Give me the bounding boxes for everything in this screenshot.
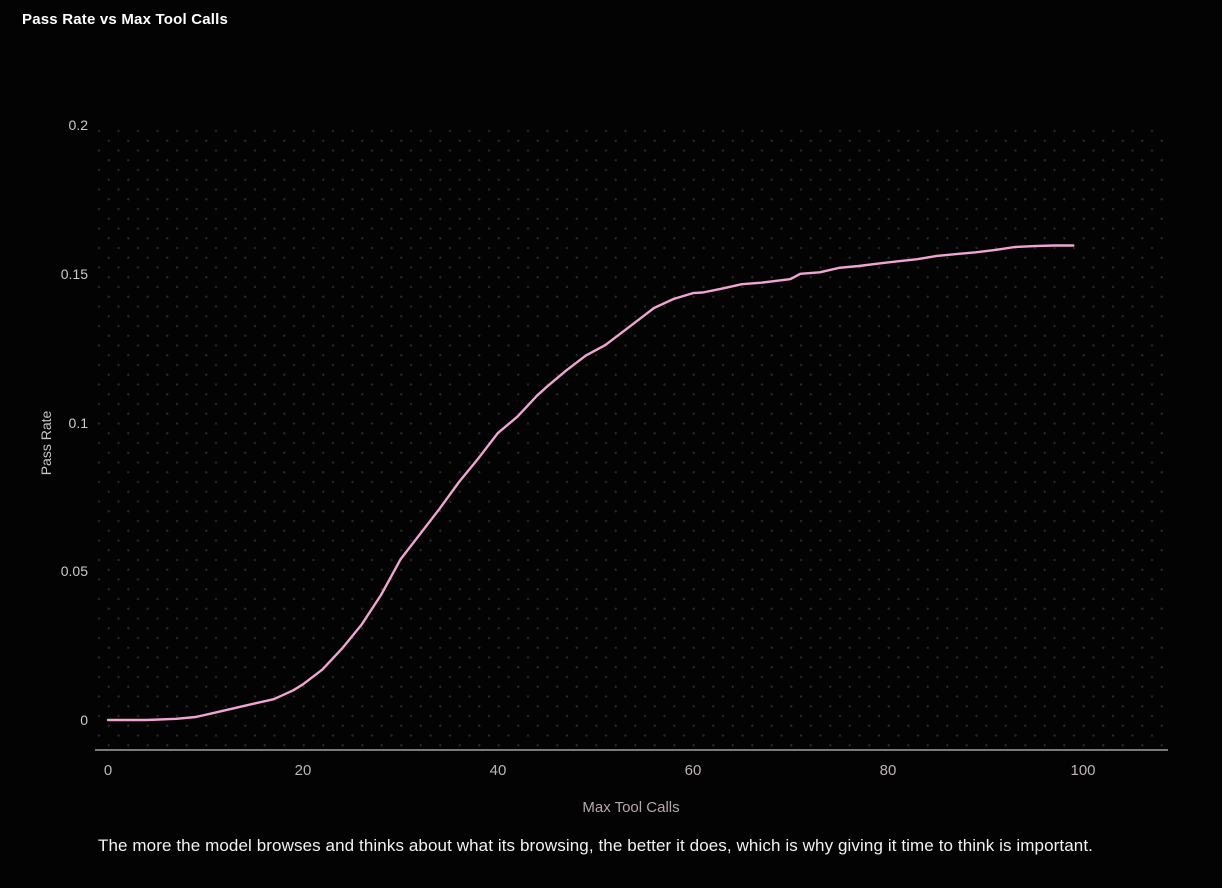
caption-row: The more the model browses and thinks ab… bbox=[0, 836, 1191, 856]
y-axis-tick-label: 0 bbox=[80, 712, 88, 728]
x-axis-tick-label: 20 bbox=[294, 762, 312, 779]
y-axis-tick-label: 0.15 bbox=[60, 265, 88, 282]
y-axis-tick-label: 0.1 bbox=[68, 414, 88, 431]
x-axis-tick-label: 80 bbox=[879, 762, 897, 779]
plot-area bbox=[95, 125, 1168, 750]
pass-rate-line bbox=[106, 244, 1075, 722]
x-axis-tick-label: 60 bbox=[684, 762, 702, 779]
y-axis-tick-label: 0.05 bbox=[60, 563, 88, 580]
x-axis-tick-label: 40 bbox=[489, 762, 507, 779]
x-axis-tick-label: 0 bbox=[103, 762, 113, 779]
y-axis-title: Pass Rate bbox=[38, 410, 54, 476]
chart-title: Pass Rate vs Max Tool Calls bbox=[22, 11, 229, 28]
y-axis-tick-label: 0.2 bbox=[68, 117, 88, 133]
chart-caption: The more the model browses and thinks ab… bbox=[97, 836, 1094, 855]
pass-rate-line-svg bbox=[106, 244, 1075, 722]
x-axis-tick-label: 100 bbox=[1070, 762, 1096, 779]
x-axis-line bbox=[95, 749, 1168, 751]
x-axis-title: Max Tool Calls bbox=[582, 799, 680, 816]
